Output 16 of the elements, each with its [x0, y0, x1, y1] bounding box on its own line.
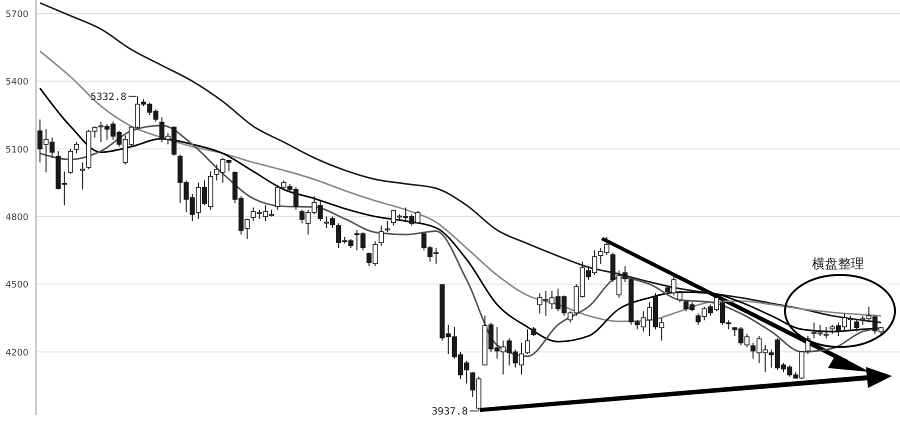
y-tick-label: 4200 — [6, 348, 29, 358]
candlestick — [531, 326, 536, 337]
y-tick-label: 4500 — [6, 280, 29, 291]
y-tick-label: 5400 — [6, 78, 29, 88]
candlestick — [378, 225, 384, 246]
candlestick — [384, 220, 390, 233]
candlestick — [68, 148, 73, 174]
y-tick-label: 5100 — [6, 145, 29, 156]
y-tick-label: 5700 — [6, 10, 29, 20]
line-series — [39, 50, 882, 322]
annotation: 横盘整理 — [812, 257, 864, 272]
y-tick-label: 4800 — [6, 213, 29, 224]
annotation: 5332.8 — [90, 92, 126, 103]
annotation: 3937.8 — [432, 406, 468, 418]
candlestick — [525, 328, 530, 355]
candlestick — [74, 142, 80, 154]
